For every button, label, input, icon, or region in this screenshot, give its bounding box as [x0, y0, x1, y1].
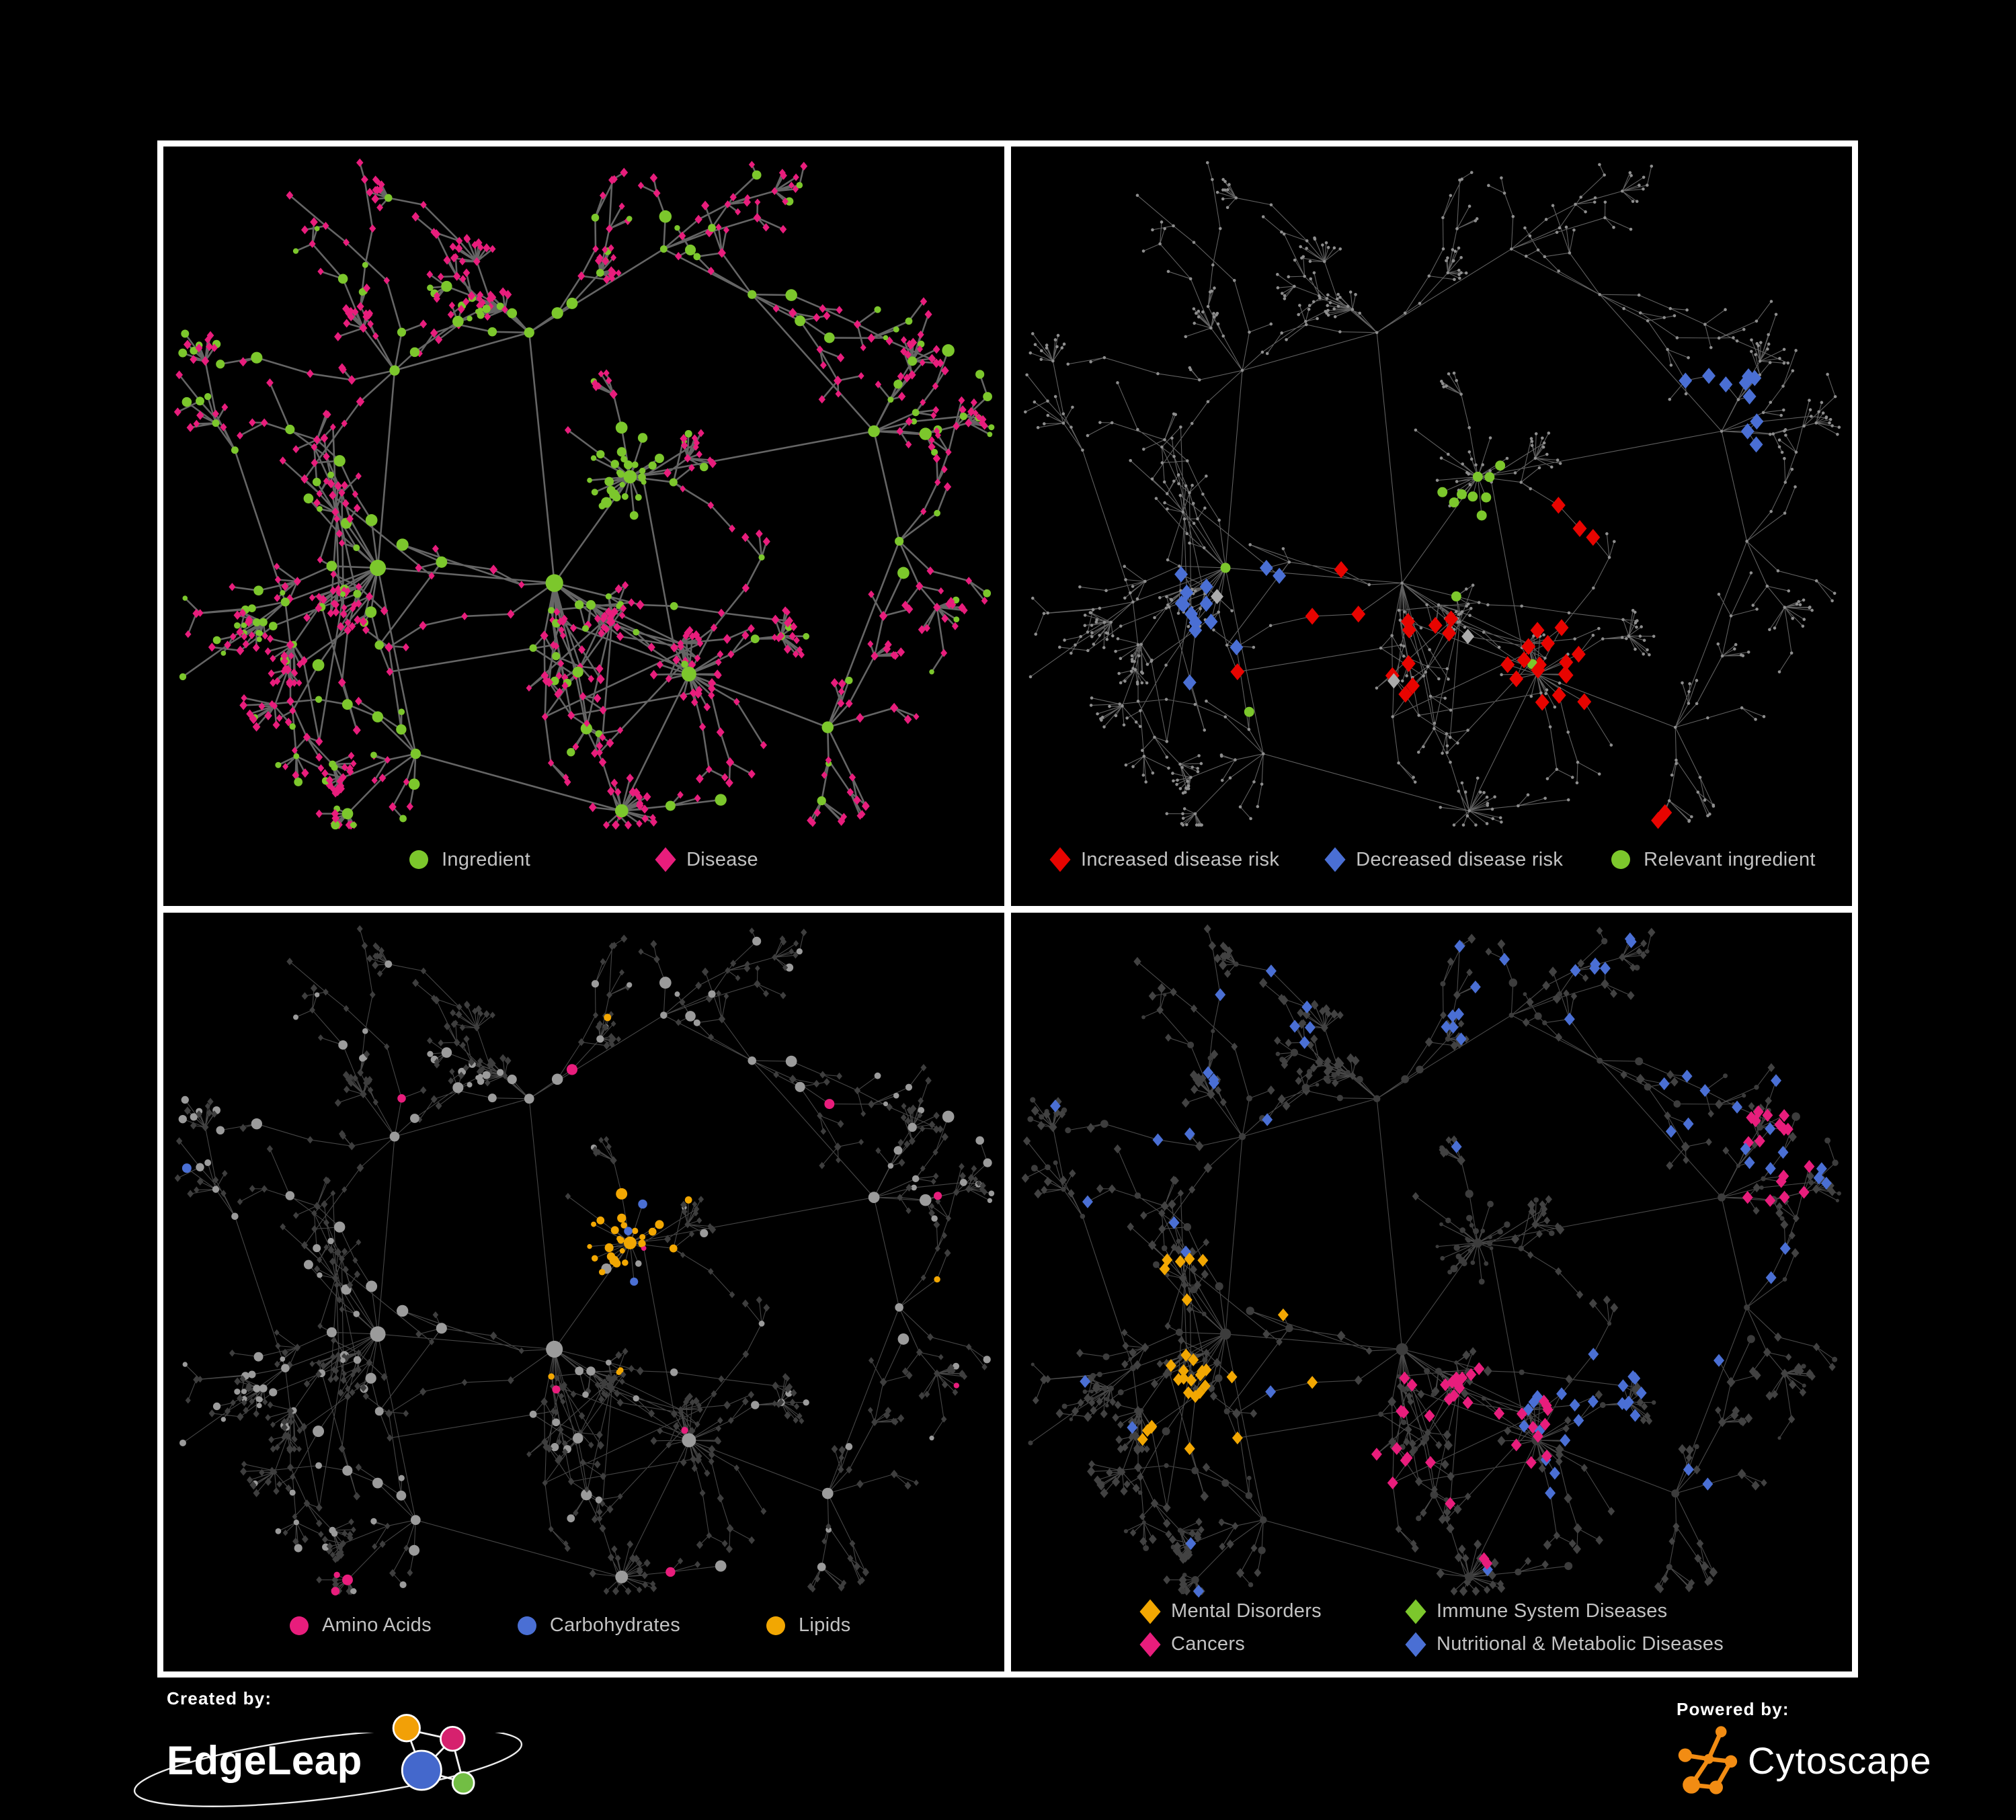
cancers-diamond-icon: [1139, 1632, 1161, 1657]
legend-item: Decreased disease risk: [1324, 847, 1564, 872]
legend-item: Relevant ingredient: [1611, 849, 1816, 871]
legend-label: Amino Acids: [322, 1614, 432, 1636]
carbohydrates-circle-icon: [517, 1616, 536, 1635]
immune-diseases-diamond-icon: [1405, 1599, 1426, 1624]
legend-item: Amino Acids: [290, 1614, 432, 1637]
amino-acids-circle-icon: [290, 1616, 309, 1635]
decreased-risk-diamond-icon: [1324, 847, 1346, 872]
legend-ingredient-disease: Ingredient Disease: [163, 847, 1004, 872]
edgeleap-branding: Created by: EdgeLeap: [133, 1688, 597, 1816]
legend-label: Cancers: [1171, 1633, 1246, 1655]
legend-label: Ingredient: [442, 848, 531, 870]
legend-item: Lipids: [766, 1614, 851, 1637]
ingredient-disease-network-graph: [173, 158, 995, 830]
legend-label: Disease: [686, 848, 758, 870]
legend-item: Nutritional & Metabolic Diseases: [1405, 1632, 1724, 1657]
legend-disease-risk: Increased disease risk Decreased disease…: [1049, 847, 1816, 872]
powered-by-label: Powered by:: [1677, 1699, 1789, 1719]
panel-disease-categories: Mental Disorders Immune System Diseases …: [1008, 909, 1855, 1675]
legend-item: Immune System Diseases: [1405, 1599, 1724, 1624]
legend-nutrient-categories: Amino Acids Carbohydrates Lipids: [290, 1614, 851, 1637]
disease-category-network-graph: [1021, 923, 1841, 1598]
created-by-label: Created by:: [167, 1688, 272, 1708]
legend-item: Disease: [655, 847, 758, 872]
cytoscape-logo-text: Cytoscape: [1748, 1739, 1932, 1782]
legend-item: Ingredient: [409, 849, 530, 871]
edgeleap-logo-text: EdgeLeap: [167, 1738, 362, 1783]
disease-risk-network-graph: [1024, 161, 1841, 829]
legend-label: Lipids: [799, 1614, 851, 1636]
relevant-ingredient-circle-icon: [1611, 850, 1631, 869]
legend-label: Nutritional & Metabolic Diseases: [1437, 1633, 1724, 1655]
legend-label: Carbohydrates: [549, 1614, 680, 1636]
edgeleap-swoosh-icon: [133, 1733, 523, 1807]
nutrient-category-network-graph: [174, 925, 995, 1596]
legend-item: Carbohydrates: [517, 1614, 680, 1637]
increased-risk-diamond-icon: [1049, 847, 1071, 872]
legend-label: Relevant ingredient: [1644, 848, 1816, 870]
legend-item: Cancers: [1139, 1632, 1408, 1657]
edgeleap-network-icon: [392, 1714, 475, 1795]
mental-disorders-diamond-icon: [1139, 1599, 1161, 1624]
legend-label: Decreased disease risk: [1356, 848, 1564, 870]
panel-ingredient-disease: Ingredient Disease: [160, 143, 1008, 909]
cytoscape-network-icon: [1678, 1726, 1738, 1794]
panel-nutrient-categories: Amino Acids Carbohydrates Lipids: [160, 909, 1008, 1675]
panels-grid: Ingredient Disease Increased disease ris…: [157, 140, 1858, 1678]
legend-label: Immune System Diseases: [1437, 1600, 1668, 1622]
legend-item: Increased disease risk: [1049, 847, 1280, 872]
lipids-circle-icon: [766, 1616, 785, 1635]
panel-disease-risk: Increased disease risk Decreased disease…: [1008, 143, 1855, 909]
legend-label: Mental Disorders: [1171, 1600, 1322, 1622]
legend-disease-categories: Mental Disorders Immune System Diseases …: [1139, 1599, 1724, 1657]
legend-label: Increased disease risk: [1081, 848, 1280, 870]
ingredient-circle-icon: [409, 850, 429, 869]
legend-item: Mental Disorders: [1139, 1599, 1408, 1624]
disease-diamond-icon: [655, 847, 676, 872]
nutritional-metabolic-diamond-icon: [1405, 1632, 1426, 1657]
cytoscape-branding: Powered by: Cytoscape: [1677, 1699, 1932, 1798]
